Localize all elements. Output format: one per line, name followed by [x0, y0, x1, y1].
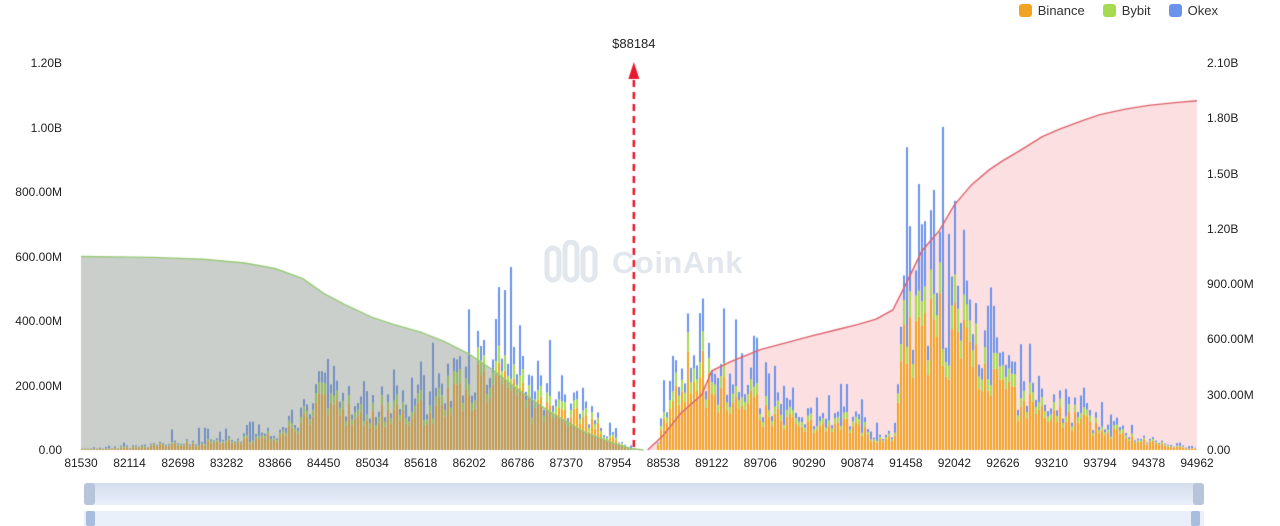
- legend-color-chip: [1018, 4, 1032, 17]
- x-axis-tick-label: 83866: [258, 456, 292, 470]
- left-axis-tick-label: 600.00M: [15, 249, 62, 264]
- x-axis-tick-label: 81530: [64, 456, 98, 470]
- right-axis-tick-label: 0.00: [1207, 443, 1231, 457]
- x-axis-tick-label: 83282: [209, 456, 244, 470]
- x-axis-tick-label: 89122: [695, 456, 729, 470]
- x-axis-tick-label: 92626: [986, 456, 1020, 470]
- x-axis-tick-label: 82114: [113, 456, 146, 470]
- legend-item-bybit[interactable]: Bybit: [1102, 3, 1151, 18]
- x-axis-tick-label: 88538: [646, 456, 680, 470]
- legend-color-chip: [1168, 4, 1182, 17]
- x-axis-tick-label: 93210: [1034, 456, 1069, 470]
- x-axis-tick-label: 91458: [889, 456, 923, 470]
- x-axis-tick-label: 89706: [743, 456, 777, 470]
- right-axis-tick-label: 1.50B: [1207, 166, 1239, 181]
- left-axis-tick-label: 800.00M: [15, 185, 62, 199]
- zoom-slider-track[interactable]: [84, 483, 1204, 505]
- zoom-slider-right-handle-icon[interactable]: [1193, 483, 1204, 505]
- right-axis-tick-label: 300.00M: [1207, 387, 1254, 402]
- left-axis-tick-label: 0.00: [38, 443, 62, 457]
- right-axis-tick-label: 600.00M: [1207, 332, 1254, 347]
- x-axis-tick-label: 93794: [1083, 456, 1117, 470]
- right-axis-tick-label: 1.20B: [1207, 221, 1239, 236]
- x-axis-tick-label: 85034: [355, 456, 389, 470]
- x-axis-tick-label: 94378: [1131, 456, 1166, 470]
- legend: Binance Bybit Okex: [1018, 3, 1218, 18]
- navigator-right-handle-icon[interactable]: [1191, 511, 1200, 526]
- x-axis-tick-label: 87370: [549, 456, 583, 470]
- x-axis-tick-label: 90290: [792, 456, 826, 470]
- left-axis-tick-label: 1.20B: [30, 56, 62, 70]
- legend-item-okex[interactable]: Okex: [1168, 3, 1218, 18]
- current-price-label: $88184: [612, 36, 656, 51]
- x-axis-tick-label: 92042: [937, 456, 972, 470]
- right-axis-tick-label: 2.10B: [1207, 56, 1239, 70]
- x-axis-tick-label: 90874: [840, 456, 875, 470]
- x-axis-tick-label: 94962: [1180, 456, 1214, 470]
- legend-label: Binance: [1037, 3, 1085, 18]
- x-axis-tick-label: 86202: [452, 456, 486, 470]
- navigator-strip[interactable]: [84, 511, 1204, 526]
- legend-item-binance[interactable]: Binance: [1018, 3, 1085, 18]
- left-axis-tick-label: 200.00M: [15, 378, 62, 393]
- x-axis-tick-label: 82698: [161, 456, 195, 470]
- legend-label: Bybit: [1121, 3, 1151, 18]
- x-axis-tick-label: 84450: [306, 456, 341, 470]
- zoom-slider-left-handle-icon[interactable]: [84, 483, 95, 505]
- left-axis-tick-label: 1.00B: [30, 120, 62, 135]
- left-axis-tick-label: 400.00M: [15, 314, 62, 328]
- legend-color-chip: [1102, 4, 1116, 17]
- right-axis-tick-label: 900.00M: [1207, 277, 1254, 292]
- navigator-left-handle-icon[interactable]: [86, 511, 95, 526]
- x-axis-tick-label: 86786: [501, 456, 535, 470]
- legend-label: Okex: [1187, 3, 1218, 18]
- x-axis-tick-label: 85618: [403, 456, 438, 470]
- x-axis-tick-label: 87954: [598, 456, 632, 470]
- right-axis-tick-label: 1.80B: [1207, 111, 1239, 126]
